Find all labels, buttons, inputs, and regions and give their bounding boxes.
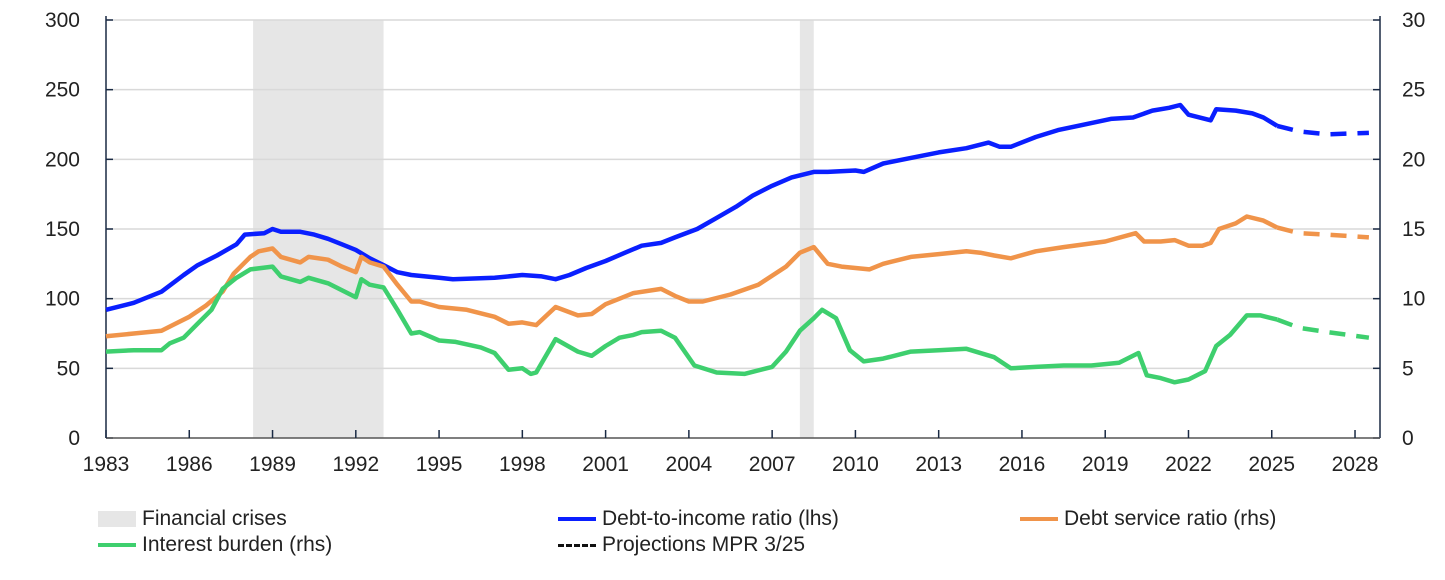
legend-label: Projections MPR 3/25: [602, 533, 806, 556]
y-left-tick-label: 100: [45, 288, 80, 311]
y-right-tick-label: 5: [1402, 357, 1414, 380]
x-tick-label: 2004: [666, 453, 713, 476]
x-tick-label: 2007: [749, 453, 796, 476]
x-tick-label: 1995: [416, 453, 463, 476]
axes: [105, 16, 1381, 439]
y-right-tick-label: 10: [1402, 288, 1425, 311]
y-left-tick-label: 200: [45, 148, 80, 171]
legend: Financial crises Debt-to-income ratio (l…: [0, 505, 1445, 580]
legend-item-projections: Projections MPR 3/25: [558, 533, 805, 557]
x-tick-label: 1989: [249, 453, 296, 476]
x-tick-label: 2001: [582, 453, 629, 476]
x-tick-label: 2028: [1332, 453, 1379, 476]
legend-swatch-dsr: [1020, 517, 1058, 521]
x-tick-label: 2022: [1165, 453, 1212, 476]
x-tick-label: 2016: [999, 453, 1046, 476]
y-left-tick-label: 50: [57, 357, 80, 380]
legend-label: Interest burden (rhs): [142, 533, 333, 556]
y-left-tick-label: 150: [45, 218, 80, 241]
legend-item-interest-burden: Interest burden (rhs): [98, 533, 332, 557]
y-right-tick-label: 0: [1402, 427, 1414, 450]
series-debt-to-income-ratio-lhs: [105, 102, 1279, 312]
legend-label: Debt-to-income ratio (lhs): [602, 507, 839, 530]
legend-item-debt-to-income: Debt-to-income ratio (lhs): [558, 507, 839, 531]
projection-interest-burden-rhs: [1276, 317, 1370, 340]
y-right-tick-label: 25: [1402, 79, 1425, 102]
y-left-tick-label: 250: [45, 79, 80, 102]
x-tick-label: 1983: [83, 453, 130, 476]
series-interest-burden-rhs: [105, 264, 1278, 385]
y-left-tick-label: 300: [45, 9, 80, 32]
x-tick-label: 1986: [166, 453, 213, 476]
legend-item-debt-service: Debt service ratio (rhs): [1020, 507, 1276, 531]
series-debt-service-ratio-rhs: [105, 214, 1279, 339]
y-right-tick-label: 20: [1402, 148, 1425, 171]
y-right-tick-label: 15: [1402, 218, 1425, 241]
y-right-tick-label: 30: [1402, 9, 1425, 32]
gridlines: [106, 19, 1380, 370]
x-tick-label: 1998: [499, 453, 546, 476]
legend-label: Financial crises: [142, 507, 287, 530]
x-tick-label: 2010: [832, 453, 879, 476]
legend-item-financial-crises: Financial crises: [98, 507, 287, 531]
x-tick-label: 2013: [915, 453, 962, 476]
legend-swatch-projections: [558, 543, 596, 547]
x-tick-label: 1992: [332, 453, 379, 476]
x-tick-label: 2025: [1248, 453, 1295, 476]
legend-swatch-crises: [98, 511, 136, 527]
legend-label: Debt service ratio (rhs): [1064, 507, 1277, 530]
x-tick-label: 2019: [1082, 453, 1129, 476]
projection-debt-to-income-ratio-lhs: [1276, 123, 1369, 137]
legend-swatch-dti: [558, 517, 596, 521]
projection-debt-service-ratio-rhs: [1276, 225, 1370, 240]
series-lines: [105, 102, 1370, 385]
legend-swatch-ib: [98, 543, 136, 547]
y-left-tick-label: 0: [68, 427, 80, 450]
